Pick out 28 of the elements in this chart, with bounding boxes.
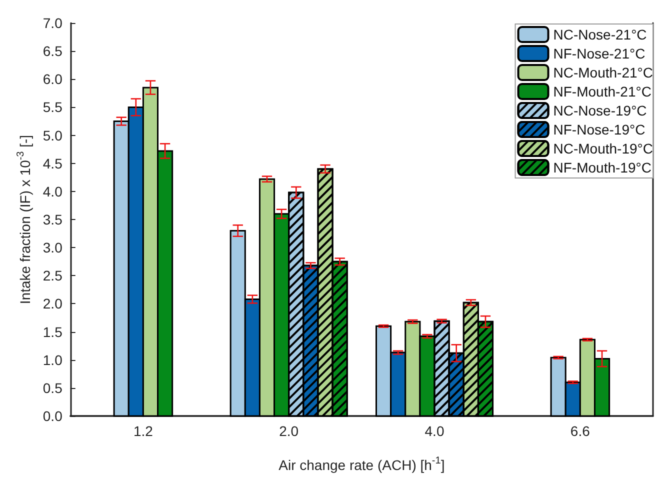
legend-label: NF-Mouth-21°C — [553, 84, 652, 100]
legend-label: NC-Nose-19°C — [553, 102, 647, 118]
x-tick-label: 6.6 — [570, 423, 590, 439]
y-tick-label: 0.5 — [42, 380, 63, 396]
x-tick-label: 2.0 — [279, 423, 299, 439]
x-tick-label: 1.2 — [133, 423, 154, 439]
legend-label: NF-Mouth-19°C — [553, 160, 652, 176]
y-tick-label: 1.0 — [42, 352, 63, 368]
y-tick-label: 6.0 — [42, 71, 63, 88]
y-tick-label: 6.5 — [42, 43, 63, 60]
y-tick-label: 0.0 — [42, 408, 63, 424]
y-tick-label: 3.0 — [42, 240, 63, 256]
y-tick-label: 3.5 — [42, 212, 63, 228]
y-axis-title: Intake fraction (IF) x 10-3 [-] — [16, 134, 33, 304]
legend-label: NC-Mouth-21°C — [553, 64, 654, 80]
y-tick-label: 5.0 — [42, 127, 63, 144]
legend-label: NC-Mouth-19°C — [553, 140, 654, 156]
y-tick-label: 7.0 — [42, 15, 63, 31]
x-tick-label: 4.0 — [424, 423, 444, 439]
y-tick-label: 1.5 — [42, 324, 63, 340]
y-tick-label: 4.5 — [42, 155, 63, 172]
legend-label: NF-Nose-21°C — [553, 46, 646, 62]
y-tick-label: 4.0 — [42, 183, 63, 200]
y-tick-label: 2.5 — [42, 268, 63, 284]
legend-label: NF-Nose-19°C — [553, 122, 646, 138]
y-tick-label: 2.0 — [42, 296, 63, 312]
y-tick-label: 5.5 — [42, 99, 63, 116]
legend-label: NC-Nose-21°C — [553, 26, 647, 42]
